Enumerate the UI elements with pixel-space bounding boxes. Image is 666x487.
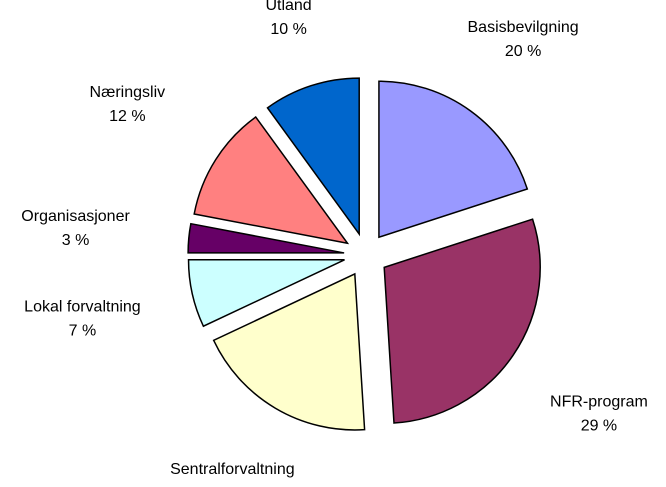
slice-value-label: 7 % <box>69 323 97 340</box>
slice-value-label: 19 % <box>214 485 250 487</box>
pie-slice <box>187 222 345 254</box>
pie-slice <box>187 259 345 328</box>
pie-slice <box>212 272 366 431</box>
slice-value-label: 3 % <box>62 232 90 249</box>
slice-label: Næringsliv <box>90 84 166 101</box>
slice-label: Lokal forvaltning <box>24 299 141 316</box>
pie-slice <box>193 115 350 245</box>
slice-value-label: 10 % <box>270 21 306 38</box>
slice-label: Organisasjoner <box>21 208 130 225</box>
slice-value-label: 29 % <box>581 418 617 435</box>
pie-slice <box>383 218 541 424</box>
pie-slice <box>266 77 360 237</box>
slice-label: Basisbevilgning <box>468 19 579 36</box>
slice-label: Sentralforvaltning <box>170 461 295 478</box>
slice-label: NFR-program <box>550 394 648 411</box>
slice-value-label: 12 % <box>109 108 145 125</box>
pie-slice <box>378 80 529 239</box>
slice-value-label: 20 % <box>505 43 541 60</box>
slice-label: Utland <box>265 0 311 14</box>
